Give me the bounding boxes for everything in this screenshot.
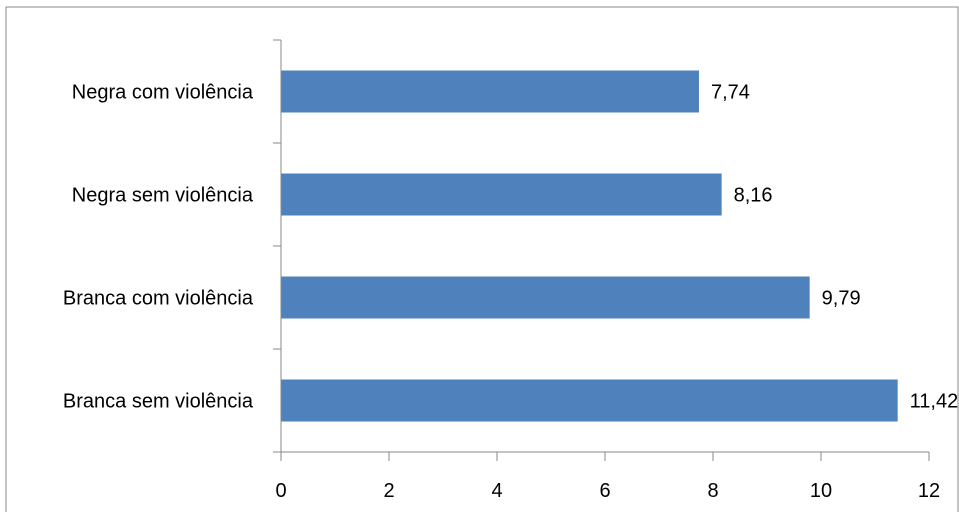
category-label: Branca sem violência bbox=[63, 391, 254, 413]
category-label: Negra sem violência bbox=[72, 185, 254, 207]
bar bbox=[281, 379, 898, 422]
bar bbox=[281, 173, 722, 216]
x-tick-label: 2 bbox=[383, 480, 394, 502]
bar bbox=[281, 276, 810, 319]
labels-layer: 11,42 Branca sem violência 9,79 Branca com … bbox=[63, 82, 958, 503]
x-tick-label: 0 bbox=[275, 480, 286, 502]
bars-layer bbox=[281, 70, 898, 422]
bar bbox=[281, 70, 699, 113]
x-tick-label: 12 bbox=[918, 480, 940, 502]
data-label: 8,16 bbox=[734, 185, 773, 207]
x-tick-label: 8 bbox=[707, 480, 718, 502]
axis-layer bbox=[273, 39, 930, 461]
category-label: Negra com violência bbox=[72, 82, 254, 104]
category-label: Branca com violência bbox=[63, 288, 254, 310]
data-label: 9,79 bbox=[822, 288, 861, 310]
x-tick-label: 6 bbox=[599, 480, 610, 502]
x-tick-label: 10 bbox=[810, 480, 832, 502]
data-label: 7,74 bbox=[711, 82, 750, 104]
x-tick-label: 4 bbox=[491, 480, 502, 502]
chart-border bbox=[5, 6, 959, 512]
data-label: 11,42 bbox=[910, 391, 959, 413]
